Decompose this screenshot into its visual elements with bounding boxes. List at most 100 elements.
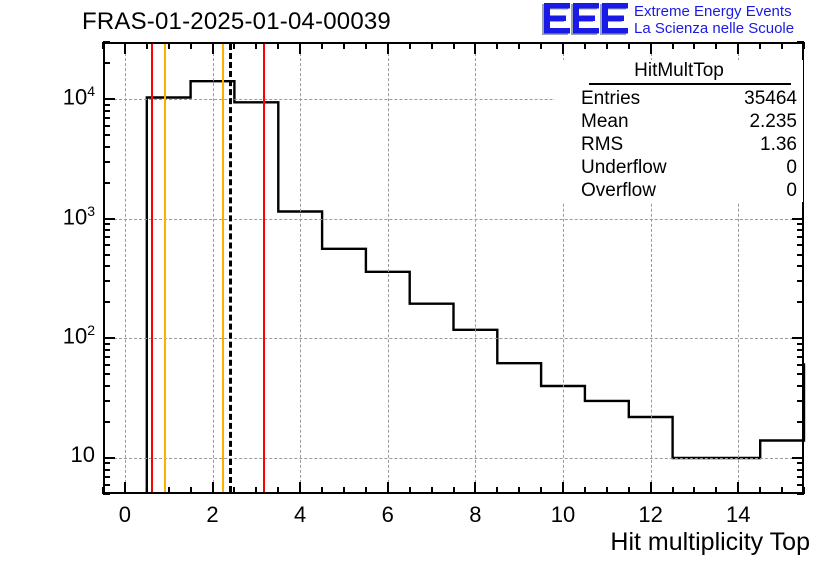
- y-axis-minor-tick: [103, 160, 110, 163]
- y-axis-major-tick: [103, 217, 115, 220]
- stats-rows: Entries 35464 Mean 2.235 RMS 1.36 Underflow 0 Ov…: [555, 87, 803, 202]
- x-axis-minor-tick-top: [233, 42, 236, 49]
- stats-row: Overflow 0: [555, 179, 803, 202]
- grid-line-horizontal: [104, 99, 803, 101]
- stats-row: Underflow 0: [555, 156, 803, 179]
- y-axis-major-tick-right: [792, 456, 804, 459]
- y-axis-minor-tick-right: [797, 363, 804, 366]
- y-axis-minor-tick-right: [797, 420, 804, 423]
- grid-line-vertical: [300, 43, 302, 493]
- y-axis-minor-tick-right: [797, 384, 804, 387]
- y-axis-minor-tick: [103, 342, 110, 345]
- x-axis-minor-tick-top: [671, 42, 674, 49]
- stats-row-key: Mean: [581, 111, 629, 132]
- stats-row: RMS 1.36: [555, 133, 803, 156]
- x-axis-minor-tick: [803, 487, 805, 494]
- x-axis-minor-tick: [321, 487, 324, 494]
- y-axis-minor-tick: [103, 468, 110, 471]
- y-axis-minor-tick-right: [797, 348, 804, 351]
- x-axis-major-tick-top: [123, 42, 126, 54]
- y-axis-minor-tick: [103, 280, 110, 283]
- stats-row-key: Underflow: [581, 157, 667, 178]
- grid-line-vertical: [563, 43, 565, 493]
- y-axis-minor-tick: [103, 265, 110, 268]
- stats-title: HitMultTop: [634, 60, 724, 81]
- x-axis-tick-label: 12: [638, 502, 663, 527]
- x-axis-major-tick: [386, 482, 389, 494]
- y-axis-major-tick: [103, 98, 115, 101]
- y-axis-minor-tick: [103, 363, 110, 366]
- x-axis-minor-tick: [145, 487, 148, 494]
- x-axis-minor-tick: [518, 487, 521, 494]
- x-axis-major-tick: [737, 482, 740, 494]
- x-axis-minor-tick-top: [321, 42, 324, 49]
- y-axis-minor-tick: [103, 301, 110, 304]
- x-axis-major-tick: [299, 482, 302, 494]
- y-axis-minor-tick-right: [797, 41, 804, 43]
- x-axis-tick-label: 8: [469, 502, 482, 527]
- y-axis-tick-label: 104: [62, 83, 95, 110]
- x-axis-minor-tick: [671, 487, 674, 494]
- x-axis-minor-tick-top: [342, 42, 345, 49]
- x-axis-minor-tick: [715, 487, 718, 494]
- marker-dashed-mean: [229, 44, 233, 492]
- stats-row-key: Overflow: [581, 180, 656, 201]
- x-axis-tick-label: 4: [294, 502, 307, 527]
- x-axis-minor-tick-top: [496, 42, 499, 49]
- grid-line-horizontal: [104, 457, 803, 459]
- x-axis-major-tick: [211, 482, 214, 494]
- x-axis-tick-label: 10: [550, 502, 576, 527]
- x-axis-minor-tick-top: [255, 42, 258, 49]
- grid-line-vertical: [475, 43, 477, 493]
- x-axis-minor-tick: [693, 487, 696, 494]
- y-axis-major-tick-right: [792, 217, 804, 220]
- grid-line-vertical: [124, 43, 126, 493]
- x-axis-major-tick-top: [299, 42, 302, 54]
- y-axis-minor-tick-right: [797, 355, 804, 358]
- y-axis-minor-tick-right: [797, 253, 804, 256]
- grid-line-horizontal: [104, 338, 803, 340]
- y-axis-minor-tick-right: [797, 223, 804, 226]
- x-axis-minor-tick: [255, 487, 258, 494]
- y-axis-minor-tick: [103, 181, 110, 184]
- x-axis-major-tick: [649, 482, 652, 494]
- x-axis-minor-tick: [496, 487, 499, 494]
- y-axis-minor-tick: [103, 41, 110, 43]
- page-title: FRAS-01-2025-01-04-00039: [82, 8, 391, 35]
- y-axis-minor-tick: [103, 103, 110, 106]
- y-axis-minor-tick-right: [797, 493, 804, 495]
- x-axis-minor-tick: [233, 487, 236, 494]
- eee-logo-mark: [542, 3, 628, 35]
- x-axis-major-tick-top: [211, 42, 214, 54]
- grid-line-vertical: [738, 43, 740, 493]
- eee-logo: Extreme Energy Events La Scienza nelle S…: [530, 1, 830, 41]
- x-axis-minor-tick: [102, 487, 104, 494]
- x-axis-minor-tick-top: [605, 42, 608, 49]
- y-axis-minor-tick-right: [797, 468, 804, 471]
- y-axis-minor-tick: [103, 253, 110, 256]
- grid-line-vertical: [387, 43, 389, 493]
- stats-row-value: 1.36: [760, 134, 797, 155]
- x-axis-major-tick-top: [562, 42, 565, 54]
- x-axis-minor-tick-top: [408, 42, 411, 49]
- x-axis-minor-tick-top: [627, 42, 630, 49]
- stats-box: HitMultTop Entries 35464 Mean 2.235 RMS 1.36 U…: [555, 60, 803, 202]
- y-axis-minor-tick-right: [797, 244, 804, 247]
- x-axis-minor-tick: [430, 487, 433, 494]
- x-axis-tick-label: 6: [381, 502, 394, 527]
- y-axis-minor-tick-right: [797, 475, 804, 478]
- x-axis-minor-tick: [627, 487, 630, 494]
- x-axis-tick-label: 2: [206, 502, 219, 527]
- y-axis-minor-tick: [103, 373, 110, 376]
- grid-line-vertical: [212, 43, 214, 493]
- grid-line-vertical: [650, 43, 652, 493]
- stats-row: Entries 35464: [555, 87, 803, 110]
- y-axis-minor-tick-right: [797, 301, 804, 304]
- y-axis-tick-label: 10: [70, 441, 95, 467]
- x-axis-minor-tick-top: [430, 42, 433, 49]
- x-axis-minor-tick: [364, 487, 367, 494]
- x-axis-minor-tick-top: [781, 42, 784, 49]
- x-axis-minor-tick: [408, 487, 411, 494]
- y-axis-minor-tick: [103, 483, 110, 486]
